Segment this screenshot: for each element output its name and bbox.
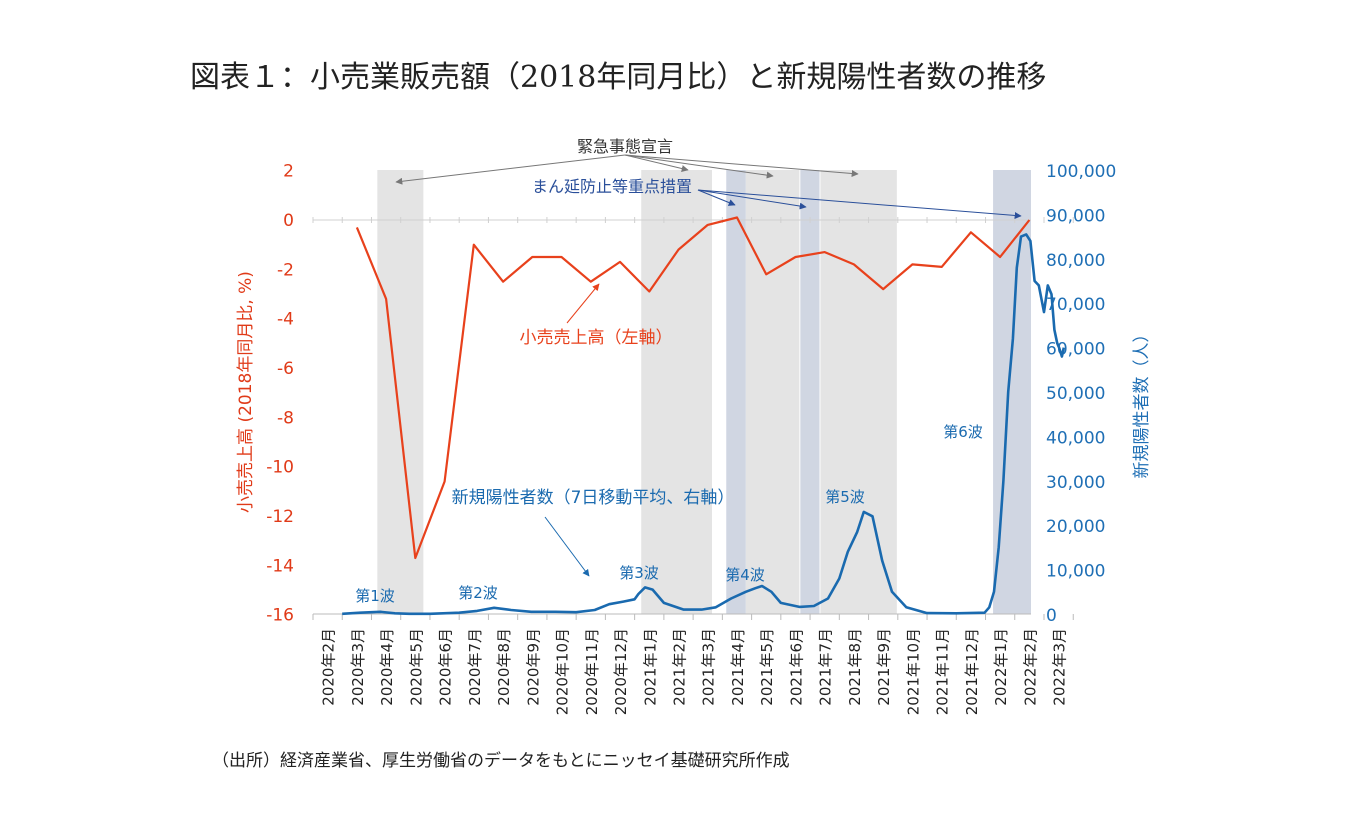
series-lines (342, 216, 1066, 616)
shaded-periods (377, 170, 1031, 614)
right-tick-label: 0 (1046, 606, 1057, 626)
emergency-arrow-2 (624, 154, 689, 172)
x-tick-label: 2021年9月 (875, 628, 893, 706)
axes: 2 0 -2 -4 -6 -8 -10 -12 -14 -16 100,000 90,000 80,00… (236, 162, 1152, 716)
shaded-period-4 (820, 170, 897, 614)
right-tick-label: 100,000 (1046, 162, 1116, 182)
x-tick-label: 2021年4月 (729, 628, 747, 706)
right-tick-label: 80,000 (1046, 251, 1105, 271)
emergency-arrow-1 (395, 154, 626, 185)
x-tick-label: 2020年9月 (524, 628, 542, 706)
x-tick-label: 2020年2月 (320, 628, 338, 706)
left-tick-label: -16 (266, 606, 294, 626)
left-tick-label: -12 (266, 507, 294, 527)
priority-label: まん延防止等重点措置 (532, 177, 692, 196)
emergency-arrow-3 (624, 154, 774, 179)
x-tick-label: 2020年4月 (378, 628, 396, 706)
right-tick-label: 90,000 (1046, 206, 1105, 226)
wave-label-5: 第5波 (825, 488, 865, 506)
wave-label-6: 第6波 (943, 423, 983, 441)
x-tick-label: 2022年1月 (992, 628, 1010, 706)
x-tick-label: 2020年11月 (583, 628, 601, 715)
left-tick-label: -2 (277, 260, 294, 280)
left-tick-label: -8 (277, 408, 294, 428)
shaded-period-2 (641, 170, 712, 614)
x-tick-label: 2022年2月 (1021, 628, 1039, 706)
x-tick-label: 2021年3月 (700, 628, 718, 706)
cases-label-arrow (544, 516, 590, 577)
retail-sales-line (355, 216, 1031, 560)
x-tick-label: 2021年7月 (817, 628, 835, 706)
left-tick-label: 2 (283, 162, 294, 182)
wave-label-2: 第2波 (458, 584, 498, 602)
x-tick-label: 2021年10月 (904, 628, 922, 715)
right-axis-title: 新規陽性者数（人） (1132, 326, 1152, 479)
source-note: （出所）経済産業省、厚生労働省のデータをもとにニッセイ基礎研究所作成 (212, 751, 790, 771)
priority-arrow-1 (697, 189, 736, 206)
right-tick-label: 30,000 (1046, 473, 1105, 493)
left-tick-label: -6 (277, 359, 294, 379)
left-tick-label: 0 (283, 211, 294, 231)
x-tick-label: 2020年12月 (612, 628, 630, 715)
x-tick-label: 2021年8月 (846, 628, 864, 706)
x-tick-label: 2020年3月 (349, 628, 367, 706)
x-tick-label: 2021年2月 (671, 628, 689, 706)
shaded-period-5 (726, 170, 746, 614)
shaded-period-6 (800, 170, 820, 614)
wave-label-4: 第4波 (725, 566, 765, 584)
left-tick-label: -4 (277, 310, 294, 330)
x-tick-label: 2021年11月 (934, 628, 952, 715)
shaded-period-3 (745, 170, 800, 614)
left-axis-title: 小売売上高 (2018年同月比, %) (236, 271, 256, 513)
x-tick-label: 2020年6月 (437, 628, 455, 706)
x-tick-label: 2021年1月 (641, 628, 659, 706)
x-tick-label: 2020年10月 (554, 628, 572, 715)
x-tick-label: 2021年5月 (758, 628, 776, 706)
right-tick-label: 50,000 (1046, 384, 1105, 404)
chart-title: 図表１：小売業販売額（2018年同月比）と新規陽性者数の推移 (190, 60, 1047, 95)
x-tick-label: 2021年12月 (963, 628, 981, 715)
right-tick-label: 70,000 (1046, 295, 1105, 315)
emergency-arrow-4 (624, 154, 859, 177)
x-tick-label: 2020年8月 (495, 628, 513, 706)
x-tick-label: 2020年7月 (466, 628, 484, 706)
right-tick-label: 40,000 (1046, 428, 1105, 448)
wave-label-1: 第1波 (355, 587, 395, 605)
retail-series-label: 小売売上高（左軸） (520, 328, 673, 348)
x-tick-label: 2020年5月 (407, 628, 425, 706)
x-tick-label: 2022年3月 (1051, 628, 1069, 706)
x-tick-label: 2021年6月 (787, 628, 805, 706)
retail-label-arrow (566, 283, 600, 324)
cases-series-label: 新規陽性者数（7日移動平均、右軸） (452, 488, 735, 508)
wave-label-3: 第3波 (619, 564, 659, 582)
right-tick-label: 60,000 (1046, 340, 1105, 360)
shaded-period-1 (377, 170, 424, 614)
priority-arrow-3 (697, 189, 1022, 219)
right-tick-label: 10,000 (1046, 562, 1105, 582)
left-tick-label: -14 (266, 556, 294, 576)
left-tick-label: -10 (266, 458, 294, 478)
right-tick-label: 20,000 (1046, 517, 1105, 537)
emergency-label: 緊急事態宣言 (577, 137, 673, 156)
new-cases-line (342, 233, 1066, 616)
priority-arrow-2 (697, 189, 807, 210)
